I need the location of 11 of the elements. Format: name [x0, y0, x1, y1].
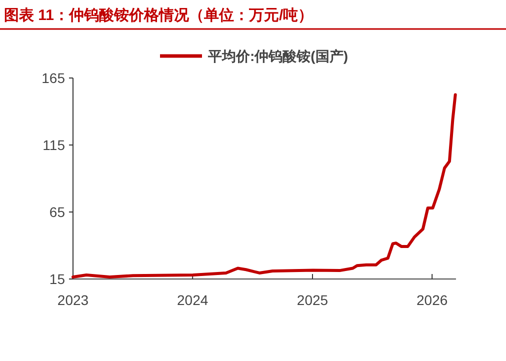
x-tick-label: 2023	[57, 292, 89, 308]
y-tick-label: 115	[42, 137, 66, 153]
x-tick-label: 2024	[177, 292, 208, 308]
legend-label: 平均价:仲钨酸铵(国产)	[207, 48, 348, 64]
y-tick-label: 165	[42, 70, 66, 86]
x-tick-label: 2025	[296, 292, 328, 308]
x-tick-label: 2026	[416, 292, 448, 308]
y-tick-label: 15	[49, 271, 66, 287]
y-tick-label: 65	[49, 204, 66, 220]
line-series	[72, 93, 457, 278]
chart-title: 图表 11：仲钨酸铵价格情况（单位：万元/吨）	[4, 7, 314, 24]
